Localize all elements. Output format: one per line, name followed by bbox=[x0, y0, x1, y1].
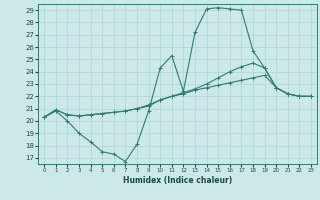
X-axis label: Humidex (Indice chaleur): Humidex (Indice chaleur) bbox=[123, 176, 232, 185]
